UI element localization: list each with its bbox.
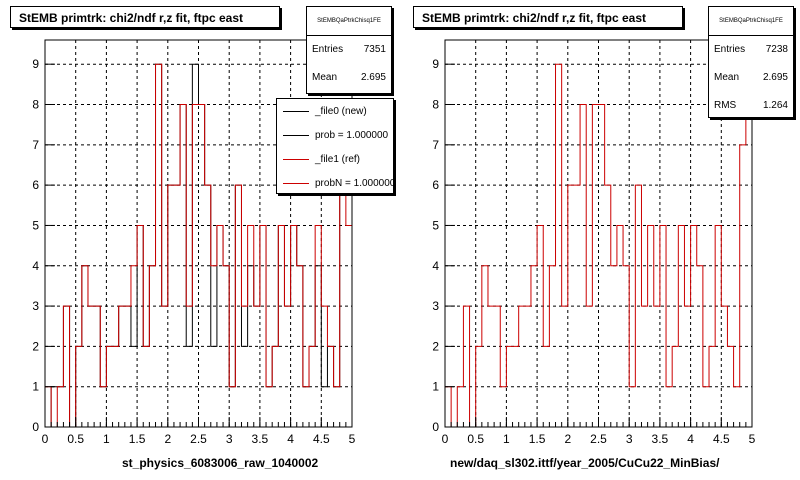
stats-entries-label: Entries [714, 44, 746, 55]
histogram-series--file1-ref- [44, 63, 352, 428]
x-tick-label: 3 [226, 432, 233, 446]
stats-mean-value: 2.695 [762, 72, 788, 83]
y-tick-label: 0 [32, 420, 39, 434]
stats-entries-value: 7238 [765, 44, 788, 55]
x-tick-label: 1 [103, 432, 110, 446]
chart-title-right: StEMB primtrk: chi2/ndf r,z fit, ftpc ea… [413, 6, 683, 28]
x-tick-label: 0.5 [67, 432, 84, 446]
stats-mean-label: Mean [714, 72, 740, 83]
stats-box-left: StEMBQaPtrkChisq1FE Entries 7351 Mean 2.… [306, 6, 392, 94]
stats-mean-label: Mean [312, 72, 338, 83]
y-tick-label: 9 [432, 57, 439, 71]
stats-box-right: StEMBQaPtrkChisq1FE Entries 7238 Mean 2.… [708, 6, 794, 118]
stats-entries-row: Entries 7351 [307, 36, 391, 64]
histogram-series--file1-ref- [444, 63, 752, 428]
y-tick-label: 6 [432, 178, 439, 192]
y-tick-label: 7 [32, 138, 39, 152]
stats-rms-row: RMS 1.264 [709, 92, 793, 120]
legend-entry-probn: probN = 1.000000 [277, 171, 394, 193]
x-tick-label: 3.5 [652, 432, 669, 446]
x-tick-label: 4.5 [713, 432, 730, 446]
x-tick-label: 0.5 [467, 432, 484, 446]
legend-label-new: _file0 (new) [315, 105, 367, 117]
legend-label-ref: _file1 (ref) [315, 153, 361, 165]
stats-mean-row: Mean 2.695 [709, 64, 793, 92]
y-tick-label: 8 [432, 98, 439, 112]
y-tick-label: 5 [432, 218, 439, 232]
legend-entry-prob: prob = 1.000000 [277, 123, 393, 147]
legend-box: _file0 (new) prob = 1.000000 _file1 (ref… [276, 98, 394, 194]
histogram-plot-right: 0 0.5 1 1.5 2 2.5 3 3.5 4 4.5 5 0 1 2 3 4 5 6 7 8 9 [432, 39, 756, 446]
stats-entries-value: 7351 [363, 44, 386, 55]
histogram-plot-left: 0 0.5 1 1.5 2 2.5 3 3.5 4 4.5 5 0 1 2 3 4 5 6 7 8 9 [32, 39, 356, 446]
y-tick-label: 9 [32, 57, 39, 71]
y-tick-label: 3 [432, 299, 439, 313]
x-tick-label: 2 [564, 432, 571, 446]
legend-swatch-prob [283, 134, 309, 136]
x-tick-label: 4 [287, 432, 294, 446]
stats-rms-label: RMS [714, 100, 737, 111]
x-tick-label: 2.5 [190, 432, 207, 446]
stats-mean-value: 2.695 [360, 72, 386, 83]
y-tick-label: 7 [432, 138, 439, 152]
y-tick-label: 0 [432, 420, 439, 434]
y-tick-label: 8 [32, 98, 39, 112]
y-tick-label: 4 [432, 259, 439, 273]
stats-rms-value: 1.264 [762, 100, 788, 111]
stats-histogram-name: StEMBQaPtrkChisq1FE [709, 7, 793, 36]
x-tick-label: 5 [349, 432, 356, 446]
x-tick-label: 4 [687, 432, 694, 446]
y-tick-label: 4 [32, 259, 39, 273]
legend-swatch-new [283, 110, 309, 112]
histogram-panel-left: 0 0.5 1 1.5 2 2.5 3 3.5 4 4.5 5 0 1 2 3 4 5 6 7 8 9 StEMB pr… [10, 6, 394, 470]
y-tick-label: 1 [432, 380, 439, 394]
x-tick-label: 1 [503, 432, 510, 446]
y-tick-label: 2 [432, 339, 439, 353]
y-tick-label: 6 [32, 178, 39, 192]
legend-label-prob: prob = 1.000000 [315, 129, 389, 141]
stats-entries-row: Entries 7238 [709, 36, 793, 64]
legend-entry-ref: _file1 (ref) [277, 147, 393, 171]
x-tick-label: 3.5 [252, 432, 269, 446]
y-tick-label: 3 [32, 299, 39, 313]
x-tick-label: 2 [164, 432, 171, 446]
chart-title-left: StEMB primtrk: chi2/ndf r,z fit, ftpc ea… [10, 6, 280, 28]
legend-swatch-ref [283, 158, 309, 160]
legend-swatch-probn [283, 182, 309, 184]
x-tick-label: 0 [442, 432, 449, 446]
x-tick-label: 0 [42, 432, 49, 446]
x-tick-label: 1.5 [129, 432, 146, 446]
stats-histogram-name: StEMBQaPtrkChisq1FE [307, 7, 391, 36]
stats-mean-row: Mean 2.695 [307, 64, 391, 92]
x-tick-label: 3 [626, 432, 633, 446]
x-tick-label: 1.5 [529, 432, 546, 446]
x-tick-label: 2.5 [590, 432, 607, 446]
x-tick-label: 4.5 [313, 432, 330, 446]
x-axis-label-right: new/daq_sl302.ittf/year_2005/CuCu22_MinB… [450, 456, 720, 470]
x-axis-label-left: st_physics_6083006_raw_1040002 [122, 456, 319, 470]
histogram-panel-right: 0 0.5 1 1.5 2 2.5 3 3.5 4 4.5 5 0 1 2 3 4 5 6 7 8 9 StEMB pr… [400, 0, 800, 480]
y-tick-label: 1 [32, 380, 39, 394]
stats-entries-label: Entries [312, 44, 344, 55]
y-tick-label: 5 [32, 218, 39, 232]
legend-entry-new: _file0 (new) [277, 99, 393, 123]
x-tick-label: 5 [749, 432, 756, 446]
y-tick-label: 2 [32, 339, 39, 353]
legend-label-probn: probN = 1.000000 [315, 177, 394, 189]
